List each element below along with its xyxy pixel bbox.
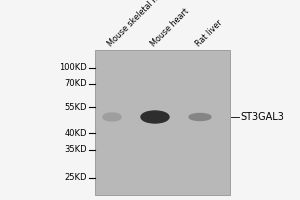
Text: 25KD: 25KD [64,173,87,182]
Ellipse shape [189,114,211,120]
Text: Mouse skeletal muscle: Mouse skeletal muscle [106,0,176,48]
Text: 70KD: 70KD [64,79,87,88]
Text: 35KD: 35KD [64,146,87,154]
Ellipse shape [103,113,121,121]
Ellipse shape [141,111,169,123]
Text: 40KD: 40KD [64,129,87,138]
Text: 55KD: 55KD [64,102,87,112]
Text: Rat liver: Rat liver [194,18,224,48]
Text: 100KD: 100KD [59,64,87,72]
Bar [95,50,230,195]
Text: ST3GAL3: ST3GAL3 [240,112,284,122]
Text: Mouse heart: Mouse heart [148,6,190,48]
